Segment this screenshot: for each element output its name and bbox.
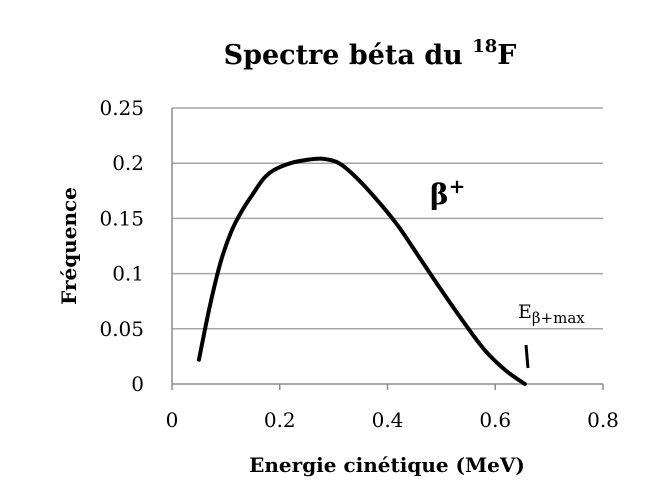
axes [171,108,604,390]
y-tick-labels: 0 0.05 0.1 0.15 0.2 0.25 [99,96,144,396]
beta-plus-annotation: β+ [430,174,465,211]
y-tick-label: 0 [131,372,144,396]
x-tick-label: 0.4 [372,408,404,432]
y-axis-label: Fréquence [57,187,81,305]
y-tick-label: 0.05 [99,317,144,341]
y-tick-label: 0.1 [112,262,144,286]
chart-title-superscript: 18 [472,36,497,57]
x-tick-labels: 0 0.2 0.4 0.6 0.8 [166,408,619,432]
emax-marker [524,344,530,369]
x-tick-label: 0.8 [587,408,619,432]
series-line [196,156,527,386]
beta-symbol: β [430,178,449,211]
x-tick-label: 0 [166,408,179,432]
chart-title-suffix: F [497,40,516,71]
y-tick-label: 0.15 [99,206,144,230]
x-tick-label: 0.6 [479,408,511,432]
chart-title: Spectre béta du 18F [224,36,517,71]
x-axis-label: Energie cinétique (MeV) [249,453,525,477]
gridlines [172,107,603,330]
emax-main: E [518,301,532,323]
emax-annotation: Eβ+max [518,301,585,327]
y-tick-label: 0.25 [99,96,144,120]
y-tick-label: 0.2 [112,151,144,175]
series-group [196,156,527,386]
x-tick-label: 0.2 [264,408,296,432]
emax-subscript: β+max [532,309,585,327]
beta-plus-sign: + [449,174,466,198]
chart-title-main: Spectre béta du [224,40,473,71]
